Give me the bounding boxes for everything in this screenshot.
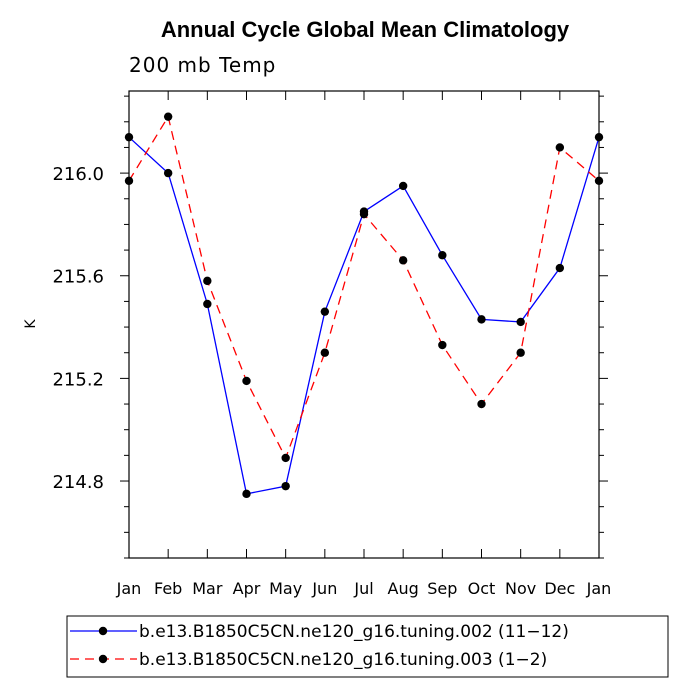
x-tick-label: Feb (154, 579, 182, 598)
plot-frame (128, 90, 600, 559)
series-0-point (555, 263, 565, 273)
legend-marker-0 (98, 626, 108, 636)
series-1-point (516, 348, 525, 357)
series-1-point (438, 340, 447, 350)
series-0-point (398, 181, 408, 191)
series-1-point (163, 112, 173, 121)
chart-title: Annual Cycle Global Mean Climatology (161, 17, 570, 42)
series-1-point (320, 348, 330, 357)
series-0-point (516, 317, 525, 327)
x-tick-label: Dec (544, 579, 575, 598)
x-tick-label: Sep (427, 579, 457, 598)
legend: b.e13.B1850C5CN.ne120_g16.tuning.002 (11… (66, 615, 669, 678)
series-0-point (242, 489, 251, 499)
series-0-point (320, 307, 330, 316)
series-layer (124, 112, 604, 499)
y-tick-label: 215.6 (52, 267, 104, 288)
series-1-point (281, 453, 290, 463)
series-0-point (124, 132, 134, 142)
y-tick-label: 214.8 (52, 472, 104, 493)
y-axis-label: K (23, 319, 39, 329)
legend-label-1: b.e13.B1850C5CN.ne120_g16.tuning.003 (1−… (139, 650, 547, 670)
x-tick-label: Jun (311, 579, 337, 598)
series-line-1 (128, 114, 600, 460)
x-tick-label: Mar (192, 579, 223, 598)
x-tick-label: Jan (586, 579, 612, 598)
ticks-layer (120, 91, 608, 559)
x-tick-label: Jan (116, 579, 142, 598)
x-tick-label: Aug (388, 579, 419, 598)
legend-marker-1 (98, 654, 108, 664)
series-line-0 (128, 136, 600, 495)
x-tick-labels: Jan Feb Mar Apr May Jun Jul Aug Sep Oct Nov Dec Jan (116, 579, 612, 598)
legend-box (66, 615, 669, 678)
x-tick-label: Apr (233, 579, 261, 598)
legend-label-0: b.e13.B1850C5CN.ne120_g16.tuning.002 (11… (139, 622, 569, 642)
series-1-point (477, 399, 486, 409)
chart-subtitle: 200 mb Temp (129, 53, 276, 77)
x-tick-label: Nov (505, 579, 536, 598)
x-tick-label: Oct (468, 579, 496, 598)
x-tick-label: Jul (353, 579, 373, 598)
series-0-point (281, 481, 290, 491)
y-tick-label: 215.2 (52, 369, 104, 390)
series-0-point (438, 251, 447, 260)
series-1-point (359, 209, 369, 219)
series-1-point (124, 176, 134, 186)
series-1-point (203, 276, 212, 286)
y-tick-label: 216.0 (52, 164, 104, 185)
series-0-point (594, 132, 604, 142)
x-tick-label: May (269, 579, 302, 598)
series-1-point (398, 256, 408, 265)
series-0-point (163, 168, 173, 178)
series-0-point (477, 315, 486, 324)
series-0-point (203, 299, 212, 309)
y-tick-labels: 214.8 215.2 215.6 216.0 (52, 164, 104, 493)
series-1-point (594, 176, 604, 186)
series-1-point (242, 376, 251, 386)
series-1-point (555, 143, 565, 152)
